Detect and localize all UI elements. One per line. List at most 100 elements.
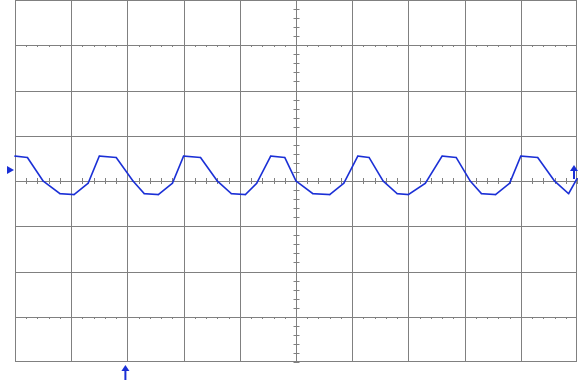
signal-point: [14, 155, 16, 157]
graticule-dot: [206, 318, 207, 319]
signal-point: [26, 156, 29, 159]
graticule-dot: [363, 46, 364, 47]
graticule-dot: [37, 318, 38, 319]
graticule-dot: [566, 46, 567, 47]
graticule-dot: [172, 46, 173, 47]
signal-point: [328, 193, 331, 196]
signal-point: [508, 182, 511, 185]
graticule-dot: [285, 46, 286, 47]
signal-point: [269, 155, 272, 157]
graticule-dot: [510, 46, 511, 47]
graticule-dot: [318, 318, 319, 319]
graticule-dot: [26, 318, 27, 319]
graticule-dot: [172, 318, 173, 319]
graticule-dot: [251, 318, 252, 319]
channel-ground-marker: [7, 166, 14, 174]
graticule-dot: [217, 46, 218, 47]
graticule-dot: [431, 46, 432, 47]
graticule-dot: [397, 318, 398, 319]
graticule-dot: [532, 318, 533, 319]
graticule-dot: [543, 318, 544, 319]
graticule-dot: [206, 46, 207, 47]
graticule-dot: [543, 46, 544, 47]
graticule-dot: [139, 46, 140, 47]
signal-point: [59, 192, 61, 195]
graticule-dot: [49, 46, 50, 47]
signal-point: [199, 156, 202, 159]
graticule-dot: [94, 318, 95, 319]
graticule-dot: [274, 318, 275, 319]
graticule-dot: [375, 46, 376, 47]
signal-point: [407, 193, 410, 196]
graticule-dot: [566, 318, 567, 319]
signal-point: [87, 182, 89, 185]
graticule-dot: [386, 46, 387, 47]
signal-point: [480, 192, 483, 195]
graticule-dot: [476, 46, 477, 47]
signal-point: [441, 155, 443, 157]
graticule-dot: [82, 318, 83, 319]
graticule-dot: [161, 46, 162, 47]
signal-point: [424, 182, 427, 185]
signal-point: [553, 180, 556, 182]
graticule-dot: [262, 46, 263, 47]
trigger-level-marker: [570, 165, 578, 171]
graticule-dot: [262, 318, 263, 319]
graticule-dot: [341, 46, 342, 47]
signal-point: [171, 182, 174, 185]
signal-point: [520, 155, 522, 157]
graticule-dot: [217, 318, 218, 319]
signal-point: [284, 156, 286, 159]
graticule-dot: [195, 46, 196, 47]
graticule-dot: [116, 46, 117, 47]
graticule-dot: [532, 46, 533, 47]
graticule-dot: [498, 46, 499, 47]
graticule-dot: [37, 46, 38, 47]
graticule-dot: [307, 318, 308, 319]
graticule-dot: [94, 46, 95, 47]
graticule-dot: [330, 318, 331, 319]
signal-point: [469, 180, 472, 182]
graticule-dot: [431, 318, 432, 319]
graticule-dot: [555, 318, 556, 319]
graticule-dot: [229, 46, 230, 47]
signal-point: [230, 192, 233, 195]
signal-point: [312, 192, 314, 195]
graticule-dot: [274, 46, 275, 47]
signal-point: [132, 180, 134, 182]
graticule-dot: [510, 318, 511, 319]
graticule-dot: [442, 318, 443, 319]
graticule-dot: [307, 46, 308, 47]
signal-point: [115, 156, 117, 159]
graticule-dot: [453, 46, 454, 47]
graticule-dot: [26, 46, 27, 47]
graticule-dot: [386, 318, 387, 319]
graticule-dot: [363, 318, 364, 319]
graticule-dot: [442, 46, 443, 47]
graticule-dot: [105, 46, 106, 47]
graticule-dot: [318, 46, 319, 47]
signal-point: [73, 193, 75, 196]
graticule: [15, 0, 578, 363]
graticule-dot: [420, 318, 421, 319]
graticule-dot: [341, 318, 342, 319]
signal-point: [343, 182, 345, 185]
signal-point: [216, 180, 219, 182]
signal-point: [382, 180, 384, 182]
graticule-dot: [397, 46, 398, 47]
signal-point: [455, 156, 458, 159]
graticule-dot: [105, 318, 106, 319]
graticule-dot: [116, 318, 117, 319]
graticule-dot: [60, 318, 61, 319]
graticule-dot: [555, 46, 556, 47]
graticule-dot: [487, 318, 488, 319]
graticule-dot: [161, 318, 162, 319]
graticule-dot: [420, 46, 421, 47]
graticule-dot: [251, 46, 252, 47]
signal-point: [255, 182, 258, 185]
graticule-dot: [487, 46, 488, 47]
signal-point: [157, 193, 160, 196]
graticule-dot: [82, 46, 83, 47]
signal-point: [98, 155, 101, 157]
